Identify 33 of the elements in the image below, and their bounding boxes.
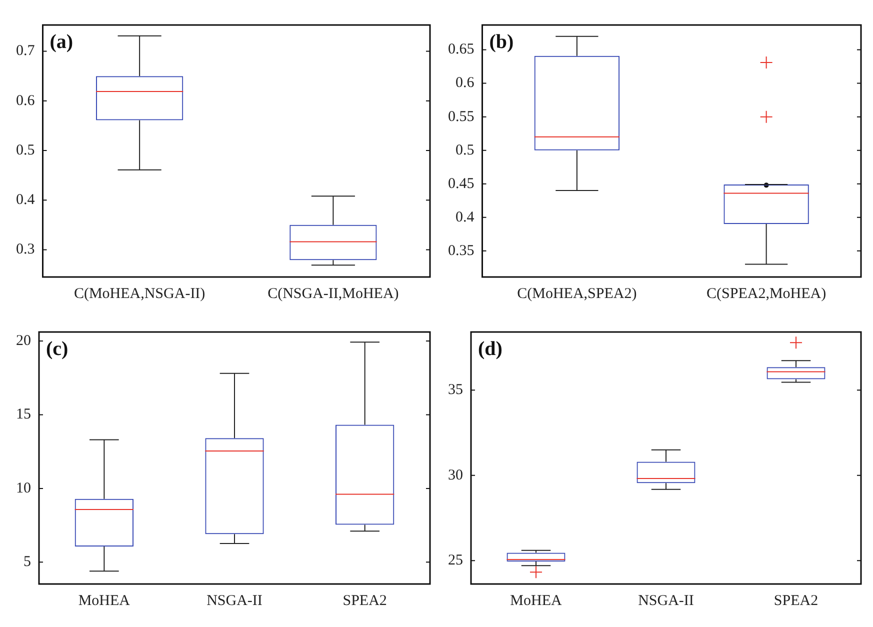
x-tick-label: C(MoHEA,SPEA2) [517,286,637,302]
x-tick-label: NSGA-II [638,592,694,609]
y-tick-label: 0.6 [16,92,36,109]
y-tick-label: 30 [448,467,463,484]
y-tick-label: 0.45 [448,176,474,192]
y-tick-label: 10 [16,480,31,496]
y-tick-label: 25 [448,552,463,569]
x-tick-label: C(MoHEA,NSGA-II) [74,286,206,302]
y-tick-label: 0.55 [448,108,474,125]
y-tick-label: 0.4 [456,209,475,226]
y-tick-label: 0.65 [448,42,474,58]
y-tick-label: 0.5 [456,142,474,158]
chart-title: (a) [50,31,74,54]
y-tick-label: 0.3 [16,242,35,258]
y-tick-label: 0.6 [456,75,475,92]
x-tick-label: NSGA-II [206,592,262,609]
x-tick-label: MoHEA [78,592,130,609]
y-tick-label: 0.35 [448,242,474,259]
x-tick-label: SPEA2 [342,592,387,609]
chart-title: (c) [46,338,68,360]
y-tick-label: 35 [448,382,463,398]
x-tick-label: C(SPEA2,MoHEA) [706,286,826,302]
x-tick-label: C(NSGA-II,MoHEA) [268,286,399,302]
chart-title: (b) [489,31,514,54]
y-tick-label: 0.5 [16,142,35,158]
x-tick-label: SPEA2 [774,592,818,609]
chart-title: (d) [478,338,502,360]
y-tick-label: 0.4 [16,192,36,208]
y-tick-label: 5 [24,554,31,570]
y-tick-label: 20 [16,332,31,349]
y-tick-label: 0.7 [16,43,36,60]
x-tick-label: MoHEA [510,592,562,609]
y-tick-label: 15 [16,406,31,423]
